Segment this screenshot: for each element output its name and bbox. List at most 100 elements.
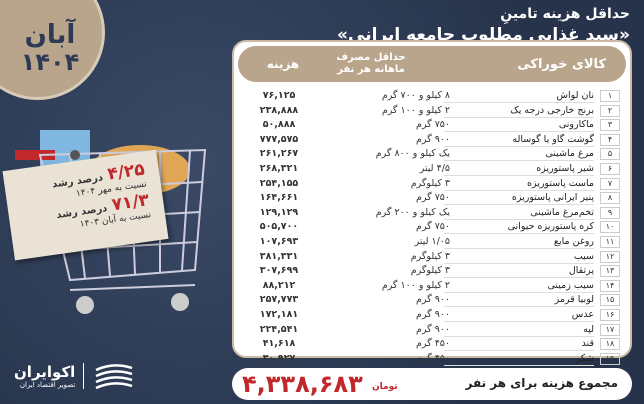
cart-wheel-icon (76, 296, 94, 314)
row-number: ۱ (600, 90, 620, 102)
table-row: ۵ مرغ ماشینی یک کیلو و ۸۰۰ گرم ۲۶۱,۲۶۷ (234, 146, 630, 162)
table-body: ۱ نان لواش ۸ کیلو و ۷۰۰ گرم ۷۶,۱۲۵ ۲ برنج خار… (234, 88, 630, 366)
row-cost: ۲۵۷,۷۷۳ (259, 294, 299, 306)
table-row: ۱۵ لوبیا قرمز ۹۰۰ گرم ۲۵۷,۷۷۳ (234, 292, 630, 308)
row-cost: ۱۰۷,۶۹۳ (259, 235, 299, 247)
row-qty: ۴/۵ لیتر (419, 162, 450, 174)
logo-tagline: تصویر اقتصاد ایران (19, 381, 76, 389)
table-row: ۱۱ روغن مایع ۱/۰۵ لیتر ۱۰۷,۶۹۳ (234, 234, 630, 249)
row-number: ۷ (600, 177, 620, 190)
row-qty: ۸ کیلو و ۷۰۰ گرم (381, 90, 450, 101)
table-row: ۱۷ لپه ۹۰۰ گرم ۲۲۴,۵۴۱ (234, 322, 630, 337)
row-qty: ۳ کیلوگرم (410, 177, 450, 189)
row-cost: ۴۱,۶۱۸ (262, 338, 296, 350)
table-header: کالای خوراکی حداقل مصرف ماهانه هر نفر هز… (238, 46, 626, 82)
row-number: ۱۵ (600, 294, 620, 307)
header-qty: حداقل مصرف ماهانه هر نفر (336, 52, 406, 75)
table-row: ۱ نان لواش ۸ کیلو و ۷۰۰ گرم ۷۶,۱۲۵ (234, 88, 630, 103)
row-number: ۱۰ (600, 221, 620, 234)
header-cost: هزینه (266, 57, 300, 71)
row-cost: ۳۰,۹۲۷ (262, 352, 296, 364)
title-line1: حداقل هزینه تامینِ (500, 6, 630, 22)
total-label: مجموع هزینه برای هر نفر (465, 376, 619, 390)
row-number: ۱۷ (600, 323, 620, 336)
row-cost: ۵۰۵,۷۰۰ (259, 221, 299, 233)
table-row: ۱۸ قند ۴۵۰ گرم ۴۱,۶۱۸ (234, 336, 630, 352)
row-number: ۲ (600, 104, 620, 117)
logo-divider (83, 363, 85, 389)
row-number: ۴ (600, 133, 620, 146)
badge-month: آبان (24, 19, 76, 50)
row-number: ۱۳ (600, 265, 620, 278)
row-qty: ۷۵۰ گرم (416, 119, 450, 131)
table-row: ۱۲ سیب ۳ کیلوگرم ۳۸۱,۳۳۱ (234, 249, 630, 264)
row-cost: ۱۲۹,۱۲۹ (259, 206, 299, 218)
logo: اکوایران تصویر اقتصاد ایران (14, 362, 136, 390)
row-item: ماکارونی (444, 118, 594, 133)
row-qty: ۲ کیلو و ۱۰۰ گرم (381, 279, 450, 291)
table-row: ۳ ماکارونی ۷۵۰ گرم ۵۰,۸۸۸ (234, 117, 630, 133)
table-row: ۱۳ پرتقال ۳ کیلوگرم ۳۰۷,۶۹۹ (234, 263, 630, 279)
ecoiran-logo-icon (95, 364, 133, 390)
row-item: گوشت گاو یا گوساله (444, 133, 594, 147)
row-cost: ۲۲۴,۵۴۱ (259, 323, 299, 335)
row-qty: یک کیلو و ۲۰۰ گرم (375, 206, 450, 218)
row-qty: ۳ کیلوگرم (410, 250, 450, 262)
row-item: شیر پاستوریزه (444, 162, 594, 176)
row-cost: ۲۶۱,۲۶۷ (259, 148, 299, 160)
row-item: قند (444, 337, 594, 352)
row-item: نان لواش (444, 89, 594, 103)
badge-year: ۱۴۰۴ (20, 47, 80, 76)
row-cost: ۵۰,۸۸۸ (262, 119, 296, 131)
total-bar: مجموع هزینه برای هر نفر تومان ۴,۳۳۸,۶۸۳ (232, 368, 632, 400)
row-item: سیب (444, 250, 594, 264)
row-cost: ۱۶۴,۶۶۱ (259, 192, 299, 204)
cart-handle-icon (15, 150, 55, 160)
table-row: ۹ تخم‌مرغ ماشینی یک کیلو و ۲۰۰ گرم ۱۲۹,۱۲۹ (234, 205, 630, 220)
table-row: ۱۴ سیب زمینی ۲ کیلو و ۱۰۰ گرم ۸۸,۲۱۲ (234, 278, 630, 293)
row-number: ۱۶ (600, 308, 620, 321)
table-row: ۱۹ شکر ۴۵۰ گرم ۳۰,۹۲۷ (234, 351, 630, 366)
table-row: ۱۶ عدس ۹۰۰ گرم ۱۷۲,۱۸۱ (234, 307, 630, 322)
row-qty: ۳ کیلوگرم (410, 265, 450, 277)
cart-wheel-icon (171, 293, 189, 311)
row-cost: ۲۶۸,۳۲۱ (259, 162, 299, 174)
row-cost: ۲۳۸,۸۸۸ (259, 104, 299, 116)
header-item: کالای خوراکی (517, 56, 606, 72)
row-qty: یک کیلو و ۸۰۰ گرم (375, 148, 450, 160)
row-qty: ۹۰۰ گرم (416, 308, 450, 320)
table-row: ۸ پنیر ایرانی پاستوریزه ۷۵۰ گرم ۱۶۴,۶۶۱ (234, 190, 630, 206)
row-item: ماست پاستوریزه (444, 177, 594, 191)
total-currency: تومان (372, 382, 398, 392)
row-qty: ۴۵۰ گرم (416, 352, 450, 364)
row-cost: ۸۸,۲۱۲ (262, 279, 296, 291)
row-cost: ۳۰۷,۶۹۹ (259, 265, 299, 277)
total-value: ۴,۳۳۸,۶۸۳ (242, 370, 363, 398)
row-number: ۱۹ (600, 352, 620, 365)
row-qty: ۷۵۰ گرم (416, 192, 450, 204)
row-item: مرغ ماشینی (444, 147, 594, 162)
row-cost: ۱۷۲,۱۸۱ (259, 308, 299, 320)
row-number: ۱۴ (600, 279, 620, 292)
row-item: عدس (444, 308, 594, 322)
row-item: لوبیا قرمز (444, 293, 594, 308)
row-item: کره پاستوریزه حیوانی (444, 220, 594, 235)
row-item: پنیر ایرانی پاستوریزه (444, 191, 594, 206)
table-row: ۴ گوشت گاو یا گوساله ۹۰۰ گرم ۷۷۷,۵۷۵ (234, 132, 630, 147)
row-number: ۱۲ (600, 250, 620, 263)
row-qty: ۹۰۰ گرم (416, 133, 450, 145)
date-badge: آبان ۱۴۰۴ (0, 0, 105, 100)
food-basket-table: کالای خوراکی حداقل مصرف ماهانه هر نفر هز… (232, 40, 632, 366)
row-qty: ۹۰۰ گرم (416, 294, 450, 306)
row-item: پرتقال (444, 264, 594, 279)
row-number: ۳ (600, 119, 620, 132)
row-item: شکر (444, 352, 594, 366)
row-item: برنج خارجی درجه یک (444, 104, 594, 118)
pin-icon (70, 150, 80, 160)
row-qty: ۹۰۰ گرم (416, 323, 450, 335)
row-cost: ۳۸۱,۳۳۱ (259, 250, 299, 262)
table-row: ۷ ماست پاستوریزه ۳ کیلوگرم ۲۵۴,۱۵۵ (234, 176, 630, 191)
row-item: روغن مایع (444, 235, 594, 249)
row-qty: ۷۵۰ گرم (416, 221, 450, 233)
row-item: سیب زمینی (444, 279, 594, 293)
